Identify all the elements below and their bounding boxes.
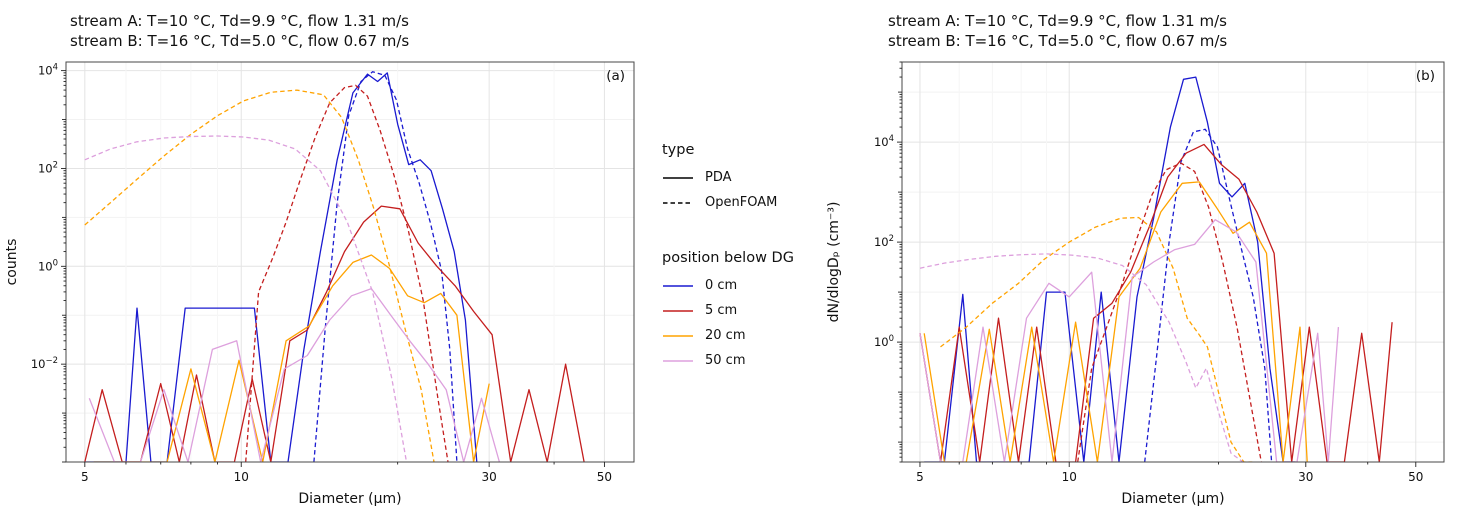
legend-item-5cm: 5 cm [662,303,818,318]
plum-line-key-icon [663,359,693,362]
legend-item-20cm: 20 cm [662,328,818,343]
svg-text:100: 100 [38,258,58,273]
panel-a-title-line1: stream A: T=10 °C, Td=9.9 °C, flow 1.31 … [70,12,409,30]
legend-item-openfoam: OpenFOAM [662,195,818,210]
svg-text:104: 104 [874,134,894,149]
svg-text:30: 30 [482,470,497,484]
svg-text:30: 30 [1298,470,1313,484]
legend-item-pda-label: PDA [705,170,732,185]
blue-line-key-icon [663,284,693,287]
svg-text:102: 102 [38,160,58,175]
panel-a-title: stream A: T=10 °C, Td=9.9 °C, flow 1.31 … [0,0,648,54]
legend: type PDA OpenFOAM position below DG 0 cm… [648,0,818,514]
svg-text:10: 10 [234,470,249,484]
svg-text:10−2: 10−2 [31,356,58,371]
legend-item-5cm-label: 5 cm [705,303,738,318]
panel-b-title: stream A: T=10 °C, Td=9.9 °C, flow 1.31 … [818,0,1459,54]
dashed-line-key-icon [663,201,693,204]
svg-text:10: 10 [1062,470,1077,484]
svg-text:104: 104 [38,63,58,78]
svg-text:Diameter (μm): Diameter (μm) [1121,491,1224,507]
svg-text:counts: counts [4,239,20,286]
svg-text:50: 50 [1408,470,1423,484]
chart-a-canvas: 5 10 30 50 10−2 100 102 104 Diameter (μm) counts (… [4,61,635,507]
svg-text:5: 5 [916,470,924,484]
panel-b: stream A: T=10 °C, Td=9.9 °C, flow 1.31 … [818,0,1459,514]
panel-a: stream A: T=10 °C, Td=9.9 °C, flow 1.31 … [0,0,648,514]
legend-item-0cm-label: 0 cm [705,278,738,293]
svg-text:dN/dlogDₚ (cm⁻³): dN/dlogDₚ (cm⁻³) [826,202,842,323]
panel-b-title-line2: stream B: T=16 °C, Td=5.0 °C, flow 0.67 … [888,31,1228,50]
chart-b-canvas: 5 10 30 50 100 102 104 Diameter (μm) dN/dlogDₚ (… [826,61,1445,507]
panel-a-title-line2: stream B: T=16 °C, Td=5.0 °C, flow 0.67 … [70,31,410,50]
red-line-key-icon [663,309,693,312]
orange-line-key-icon [663,334,693,337]
legend-item-0cm: 0 cm [662,278,818,293]
svg-text:(b): (b) [1416,68,1435,84]
legend-type-title: type [662,142,695,158]
panel-b-title-line1: stream A: T=10 °C, Td=9.9 °C, flow 1.31 … [888,12,1227,30]
legend-item-50cm: 50 cm [662,353,818,368]
svg-text:(a): (a) [606,68,625,84]
svg-text:102: 102 [874,234,894,249]
legend-item-openfoam-label: OpenFOAM [705,195,778,210]
legend-item-50cm-label: 50 cm [705,353,746,368]
legend-item-20cm-label: 20 cm [705,328,746,343]
legend-position-title: position below DG [662,250,794,266]
svg-text:5: 5 [81,470,89,484]
solid-line-key-icon [663,176,693,179]
svg-text:50: 50 [597,470,612,484]
svg-text:Diameter (μm): Diameter (μm) [298,491,401,507]
svg-text:100: 100 [874,334,894,349]
legend-item-pda: PDA [662,170,818,185]
